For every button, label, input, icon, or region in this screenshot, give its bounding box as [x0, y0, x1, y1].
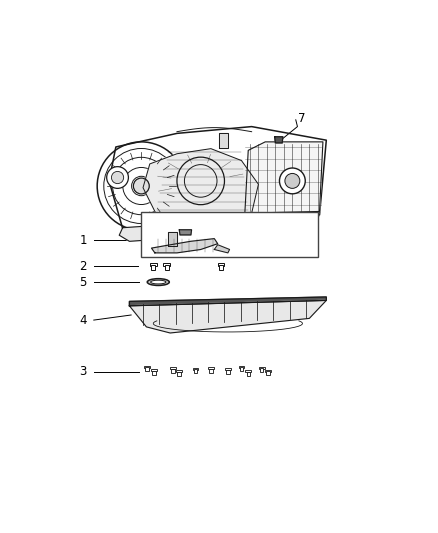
- Bar: [209, 369, 212, 373]
- Polygon shape: [219, 133, 228, 148]
- Circle shape: [279, 168, 305, 194]
- Bar: [150, 263, 156, 266]
- Polygon shape: [152, 239, 218, 253]
- Circle shape: [107, 167, 128, 188]
- Bar: [145, 367, 149, 371]
- Bar: [170, 367, 176, 369]
- Circle shape: [111, 172, 124, 184]
- Bar: [152, 371, 155, 375]
- Bar: [226, 370, 230, 374]
- Polygon shape: [143, 149, 258, 215]
- Polygon shape: [214, 245, 230, 253]
- Polygon shape: [109, 127, 326, 229]
- Bar: [177, 372, 180, 376]
- Polygon shape: [275, 137, 283, 143]
- Ellipse shape: [151, 280, 166, 284]
- Bar: [208, 367, 214, 369]
- Text: 7: 7: [298, 112, 306, 125]
- Bar: [165, 265, 169, 270]
- Bar: [266, 372, 270, 375]
- Circle shape: [285, 173, 300, 188]
- Polygon shape: [130, 301, 326, 333]
- Bar: [171, 369, 175, 373]
- Bar: [141, 213, 318, 256]
- Bar: [151, 369, 157, 371]
- Bar: [194, 369, 197, 373]
- Bar: [151, 265, 155, 270]
- Ellipse shape: [147, 279, 170, 286]
- Text: 2: 2: [80, 260, 87, 273]
- Circle shape: [133, 178, 149, 194]
- Bar: [265, 370, 271, 372]
- Polygon shape: [169, 232, 177, 246]
- Bar: [218, 263, 224, 266]
- Bar: [193, 368, 198, 370]
- Text: 6: 6: [250, 225, 258, 238]
- Polygon shape: [179, 230, 191, 235]
- Text: 1: 1: [80, 234, 87, 247]
- Bar: [176, 370, 182, 372]
- Bar: [240, 367, 243, 371]
- Text: 5: 5: [80, 276, 87, 288]
- Bar: [245, 370, 251, 372]
- Circle shape: [97, 142, 185, 230]
- Bar: [225, 368, 231, 370]
- Bar: [239, 366, 244, 368]
- Bar: [144, 366, 150, 368]
- Bar: [163, 263, 170, 266]
- Polygon shape: [130, 297, 326, 306]
- Bar: [219, 265, 223, 270]
- Text: 3: 3: [80, 365, 87, 378]
- Bar: [247, 372, 250, 376]
- Text: 4: 4: [80, 313, 87, 327]
- Polygon shape: [245, 142, 323, 213]
- Polygon shape: [119, 214, 320, 241]
- Bar: [259, 367, 265, 369]
- Bar: [260, 368, 264, 372]
